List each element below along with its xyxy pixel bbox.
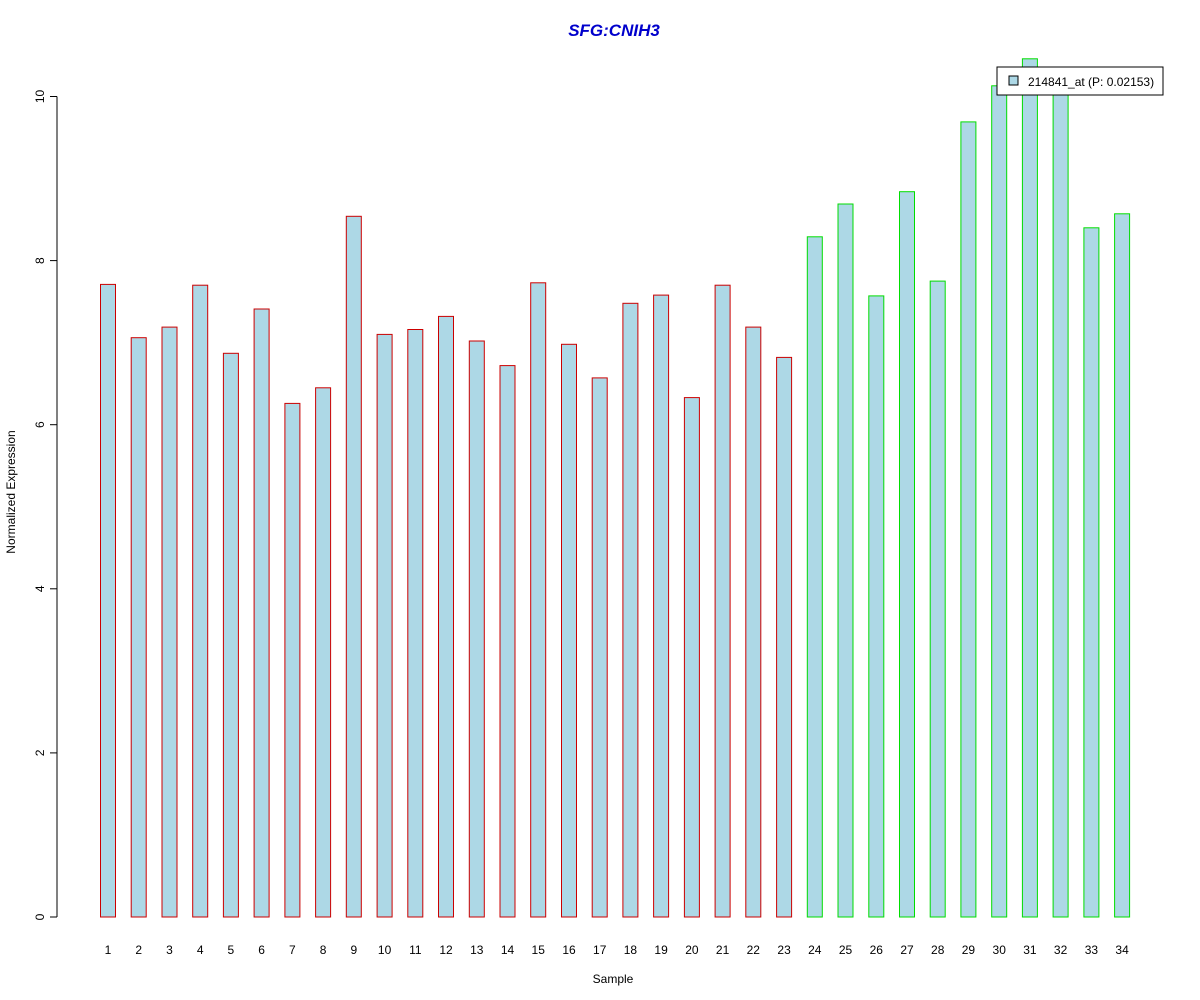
bar-sample-16 — [561, 343, 577, 918]
x-tick-label: 24 — [808, 943, 822, 957]
bar-sample-31 — [1021, 58, 1038, 918]
x-tick-label: 27 — [900, 943, 914, 957]
bar-sample-10 — [376, 333, 393, 918]
x-tick-label: 19 — [654, 943, 668, 957]
x-tick-label: 20 — [685, 943, 699, 957]
bar-sample-25 — [837, 203, 854, 918]
y-tick-label: 10 — [33, 90, 47, 104]
bar-sample-33 — [1083, 227, 1100, 918]
x-tick-label: 29 — [962, 943, 976, 957]
x-tick-label: 14 — [501, 943, 515, 957]
x-tick-label: 5 — [228, 943, 235, 957]
bar-sample-14 — [499, 365, 516, 918]
y-tick-label: 8 — [33, 257, 47, 264]
bar-sample-30 — [991, 85, 1008, 918]
legend: 214841_at (P: 0.02153) — [996, 66, 1164, 96]
x-tick-label: 23 — [777, 943, 791, 957]
bar-sample-15 — [530, 282, 547, 918]
bar-sample-2 — [130, 337, 147, 918]
bars-group — [100, 58, 1131, 918]
x-tick-label: 15 — [532, 943, 546, 957]
y-tick-label: 6 — [33, 421, 47, 428]
chart-title: SFG:CNIH3 — [568, 21, 660, 40]
bar-sample-7 — [284, 402, 301, 918]
bar-sample-17 — [591, 377, 608, 918]
bar-sample-1 — [100, 283, 116, 918]
x-tick-label: 30 — [993, 943, 1007, 957]
x-tick-label: 8 — [320, 943, 327, 957]
bar-sample-18 — [622, 302, 639, 918]
x-tick-label: 28 — [931, 943, 945, 957]
legend-entry-label: 214841_at (P: 0.02153) — [1028, 75, 1154, 89]
bar-sample-3 — [161, 326, 178, 918]
bar-sample-8 — [315, 387, 332, 918]
x-tick-label: 33 — [1085, 943, 1099, 957]
x-tick-label: 34 — [1115, 943, 1129, 957]
bar-sample-6 — [253, 308, 270, 918]
bar-sample-5 — [222, 352, 239, 918]
y-axis-label: Normalized Expression — [4, 430, 18, 553]
x-tick-label: 31 — [1023, 943, 1037, 957]
bar-sample-28 — [929, 280, 946, 918]
x-tick-label: 16 — [562, 943, 576, 957]
bar-sample-29 — [960, 121, 977, 918]
bar-sample-32 — [1052, 91, 1069, 918]
legend-swatch — [1008, 75, 1019, 86]
x-tick-label: 9 — [350, 943, 357, 957]
bar-sample-23 — [776, 356, 793, 918]
y-tick-label: 0 — [33, 913, 47, 920]
bar-sample-27 — [899, 191, 915, 918]
bar-sample-24 — [806, 236, 823, 918]
x-tick-label: 17 — [593, 943, 607, 957]
bar-sample-9 — [345, 215, 362, 918]
x-tick-label: 4 — [197, 943, 204, 957]
bar-sample-13 — [468, 340, 485, 918]
x-tick-label: 21 — [716, 943, 730, 957]
x-tick-label: 7 — [289, 943, 296, 957]
legend-box — [996, 66, 1164, 96]
x-tick-label: 32 — [1054, 943, 1068, 957]
bar-sample-19 — [653, 294, 670, 918]
bar-sample-12 — [438, 315, 454, 918]
x-tick-label: 25 — [839, 943, 853, 957]
x-tick-label: 2 — [135, 943, 142, 957]
y-axis: 0 2 4 6 8 10 — [33, 90, 58, 920]
x-tick-label: 18 — [624, 943, 638, 957]
x-axis-label: Sample — [593, 972, 634, 986]
x-tick-label: 22 — [747, 943, 761, 957]
x-tick-label: 12 — [439, 943, 453, 957]
y-tick-label: 2 — [33, 749, 47, 756]
bar-sample-4 — [192, 284, 209, 918]
bar-sample-22 — [745, 326, 762, 918]
bar-sample-34 — [1114, 213, 1131, 918]
bar-sample-26 — [868, 295, 885, 918]
x-tick-label: 1 — [105, 943, 112, 957]
x-tick-label: 11 — [409, 943, 422, 957]
bar-sample-20 — [683, 397, 700, 918]
bar-sample-21 — [714, 284, 731, 918]
x-tick-label: 3 — [166, 943, 173, 957]
x-tick-label: 10 — [378, 943, 392, 957]
y-tick-label: 4 — [33, 585, 47, 592]
x-tick-label: 26 — [870, 943, 884, 957]
bar-sample-11 — [407, 329, 424, 918]
x-tick-label: 6 — [258, 943, 265, 957]
x-tick-labels: 1 2 3 4 5 6 7 8 9 10 11 12 13 14 15 16 17 18 19 20 21 22 23 24 2… — [105, 943, 1129, 957]
x-tick-label: 13 — [470, 943, 484, 957]
